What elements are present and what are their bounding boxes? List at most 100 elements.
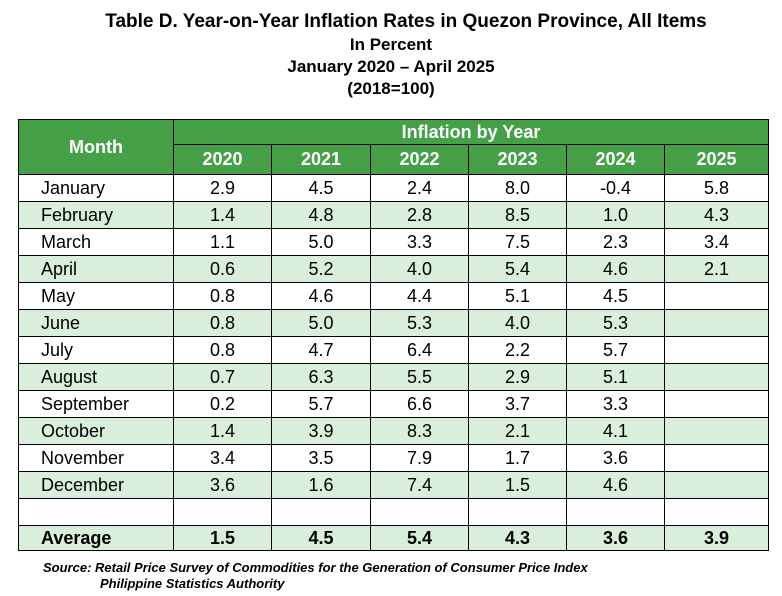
value-cell: 3.6 <box>173 471 272 499</box>
value-cell: 0.7 <box>173 363 272 391</box>
month-cell: February <box>18 201 174 229</box>
value-cell: 4.0 <box>468 309 567 337</box>
table-body: January 2.9 4.5 2.4 8.0 -0.4 5.8 February 1.4 4.8… <box>18 174 770 551</box>
value-cell: -0.4 <box>566 174 665 202</box>
value-cell: 2.1 <box>663 255 770 283</box>
value-cell: 6.6 <box>370 390 469 418</box>
month-cell: March <box>18 228 174 256</box>
value-cell: 4.0 <box>370 255 469 283</box>
value-cell: 5.5 <box>370 363 469 391</box>
value-cell: 1.1 <box>173 228 272 256</box>
value-cell: 2.9 <box>468 363 567 391</box>
table-row: February 1.4 4.8 2.8 8.5 1.0 4.3 <box>18 201 770 229</box>
value-cell <box>663 471 770 499</box>
empty-cell <box>18 498 174 526</box>
value-cell: 4.3 <box>663 201 770 229</box>
value-cell: 3.4 <box>663 228 770 256</box>
value-cell: 4.1 <box>566 417 665 445</box>
year-header: 2021 <box>271 144 371 175</box>
month-cell: October <box>18 417 174 445</box>
value-cell: 0.6 <box>173 255 272 283</box>
value-cell: 7.4 <box>370 471 469 499</box>
month-cell: January <box>18 174 174 202</box>
value-cell: 4.6 <box>271 282 371 310</box>
value-cell <box>663 282 770 310</box>
value-cell: 3.3 <box>566 390 665 418</box>
value-cell: 8.0 <box>468 174 567 202</box>
table-row: December 3.6 1.6 7.4 1.5 4.6 <box>18 471 770 499</box>
value-cell: 5.1 <box>468 282 567 310</box>
empty-cell <box>370 498 469 526</box>
year-header: 2024 <box>566 144 665 175</box>
average-value: 3.6 <box>566 525 665 551</box>
table-row: April 0.6 5.2 4.0 5.4 4.6 2.1 <box>18 255 770 283</box>
value-cell: 0.8 <box>173 336 272 364</box>
table-title: Table D. Year-on-Year Inflation Rates in… <box>105 11 707 32</box>
source-line-1: Source: Retail Price Survey of Commoditi… <box>43 560 588 575</box>
value-cell: 3.3 <box>370 228 469 256</box>
base-year-subtitle: (2018=100) <box>347 79 435 98</box>
value-cell: 5.8 <box>663 174 770 202</box>
value-cell: 5.7 <box>566 336 665 364</box>
source-note: Source: Retail Price Survey of Commoditi… <box>43 560 588 592</box>
year-header: 2022 <box>370 144 469 175</box>
value-cell: 8.3 <box>370 417 469 445</box>
value-cell: 3.5 <box>271 444 371 472</box>
value-cell: 0.8 <box>173 282 272 310</box>
value-cell: 4.5 <box>566 282 665 310</box>
year-header: 2023 <box>468 144 567 175</box>
value-cell: 4.5 <box>271 174 371 202</box>
value-cell: 2.9 <box>173 174 272 202</box>
month-cell: April <box>18 255 174 283</box>
value-cell: 2.4 <box>370 174 469 202</box>
year-header: 2025 <box>663 144 770 175</box>
month-cell: November <box>18 444 174 472</box>
month-cell: July <box>18 336 174 364</box>
value-cell: 4.8 <box>271 201 371 229</box>
value-cell: 3.9 <box>271 417 371 445</box>
value-cell: 2.3 <box>566 228 665 256</box>
value-cell: 4.6 <box>566 471 665 499</box>
table-row: August 0.7 6.3 5.5 2.9 5.1 <box>18 363 770 391</box>
value-cell: 2.8 <box>370 201 469 229</box>
month-cell: June <box>18 309 174 337</box>
average-value: 3.9 <box>663 525 770 551</box>
month-cell: May <box>18 282 174 310</box>
empty-cell <box>271 498 371 526</box>
period-subtitle: January 2020 – April 2025 <box>287 57 495 76</box>
value-cell: 6.4 <box>370 336 469 364</box>
month-header: Month <box>18 119 174 175</box>
average-value: 1.5 <box>173 525 272 551</box>
value-cell: 5.7 <box>271 390 371 418</box>
value-cell: 0.2 <box>173 390 272 418</box>
inflation-table: Month Inflation by Year 2020 2021 2022 2… <box>18 119 770 551</box>
value-cell: 2.1 <box>468 417 567 445</box>
value-cell: 7.5 <box>468 228 567 256</box>
source-line-2: Philippine Statistics Authority <box>100 576 285 591</box>
value-cell: 5.4 <box>468 255 567 283</box>
table-row: January 2.9 4.5 2.4 8.0 -0.4 5.8 <box>18 174 770 202</box>
value-cell <box>663 390 770 418</box>
value-cell: 8.5 <box>468 201 567 229</box>
empty-cell <box>468 498 567 526</box>
value-cell <box>663 309 770 337</box>
empty-cell <box>173 498 272 526</box>
month-cell: September <box>18 390 174 418</box>
table-row: March 1.1 5.0 3.3 7.5 2.3 3.4 <box>18 228 770 256</box>
value-cell: 6.3 <box>271 363 371 391</box>
empty-cell <box>566 498 665 526</box>
table-row: July 0.8 4.7 6.4 2.2 5.7 <box>18 336 770 364</box>
value-cell: 1.0 <box>566 201 665 229</box>
table-row: November 3.4 3.5 7.9 1.7 3.6 <box>18 444 770 472</box>
value-cell: 7.9 <box>370 444 469 472</box>
average-value: 4.5 <box>271 525 371 551</box>
value-cell: 5.2 <box>271 255 371 283</box>
value-cell: 1.6 <box>271 471 371 499</box>
month-cell: August <box>18 363 174 391</box>
value-cell: 3.6 <box>566 444 665 472</box>
table-row: June 0.8 5.0 5.3 4.0 5.3 <box>18 309 770 337</box>
empty-cell <box>663 498 770 526</box>
value-cell: 4.4 <box>370 282 469 310</box>
value-cell: 4.6 <box>566 255 665 283</box>
unit-subtitle: In Percent <box>349 35 433 54</box>
